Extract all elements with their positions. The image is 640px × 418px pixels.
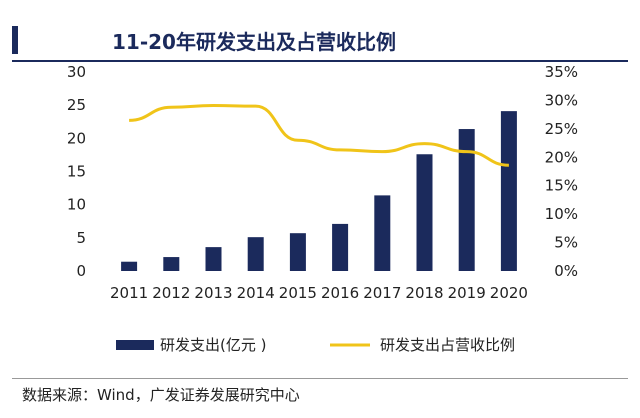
source-note: 数据来源：Wind，广发证券发展研究中心 xyxy=(22,386,300,404)
chart-svg: 0 5 10 15 20 25 30 0% 5% 10% 15% 20% 25% 30% 35% 2011… xyxy=(67,63,578,354)
x-tick-label: 2012 xyxy=(152,284,190,302)
x-tick-label: 2013 xyxy=(194,284,232,302)
right-tick-label: 0% xyxy=(554,262,578,280)
legend-bar-label: 研发支出(亿元 ) xyxy=(160,336,266,354)
right-tick-label: 35% xyxy=(545,63,578,81)
x-tick-label: 2017 xyxy=(363,284,401,302)
x-tick-label: 2014 xyxy=(237,284,275,302)
bar xyxy=(332,223,349,271)
left-tick-label: 0 xyxy=(76,262,86,280)
title-accent xyxy=(12,26,18,54)
bar xyxy=(416,154,433,271)
x-tick-label: 2019 xyxy=(448,284,486,302)
bar xyxy=(121,261,138,271)
chart-title: 11-20年研发支出及占营收比例 xyxy=(112,30,396,54)
title-underline xyxy=(12,60,628,62)
bar xyxy=(374,195,391,271)
left-tick-label: 25 xyxy=(67,96,86,114)
bar xyxy=(205,247,222,271)
x-tick-label: 2020 xyxy=(490,284,528,302)
left-tick-label: 10 xyxy=(67,196,86,214)
legend-line-label: 研发支出占营收比例 xyxy=(380,336,515,354)
x-tick-label: 2011 xyxy=(110,284,148,302)
right-tick-label: 15% xyxy=(545,177,578,195)
bar xyxy=(163,257,180,271)
bar xyxy=(458,129,475,271)
left-tick-label: 30 xyxy=(67,63,86,81)
source-divider xyxy=(12,378,628,379)
x-tick-label: 2015 xyxy=(279,284,317,302)
left-tick-label: 15 xyxy=(67,163,86,181)
right-tick-label: 10% xyxy=(545,205,578,223)
legend: 研发支出(亿元 ) 研发支出占营收比例 xyxy=(116,336,515,354)
right-tick-label: 25% xyxy=(545,120,578,138)
left-tick-label: 5 xyxy=(76,229,86,247)
right-tick-label: 20% xyxy=(545,148,578,166)
right-tick-label: 30% xyxy=(545,91,578,109)
left-axis-ticks: 0 5 10 15 20 25 30 xyxy=(67,63,86,280)
right-axis-ticks: 0% 5% 10% 15% 20% 25% 30% 35% xyxy=(545,63,578,280)
right-tick-label: 5% xyxy=(554,234,578,252)
bar xyxy=(289,233,306,271)
legend-bar-swatch xyxy=(116,340,154,350)
x-tick-label: 2018 xyxy=(405,284,443,302)
bar-series xyxy=(121,111,517,272)
title-bar: 11-20年研发支出及占营收比例 xyxy=(12,22,512,58)
x-axis-ticks: 2011 2012 2013 2014 2015 2016 2017 2018 2019 2020 xyxy=(110,284,528,302)
line-series xyxy=(129,104,509,167)
bar xyxy=(247,237,264,271)
left-tick-label: 20 xyxy=(67,129,86,147)
bar xyxy=(500,111,517,272)
line-path xyxy=(129,104,509,167)
x-tick-label: 2016 xyxy=(321,284,359,302)
